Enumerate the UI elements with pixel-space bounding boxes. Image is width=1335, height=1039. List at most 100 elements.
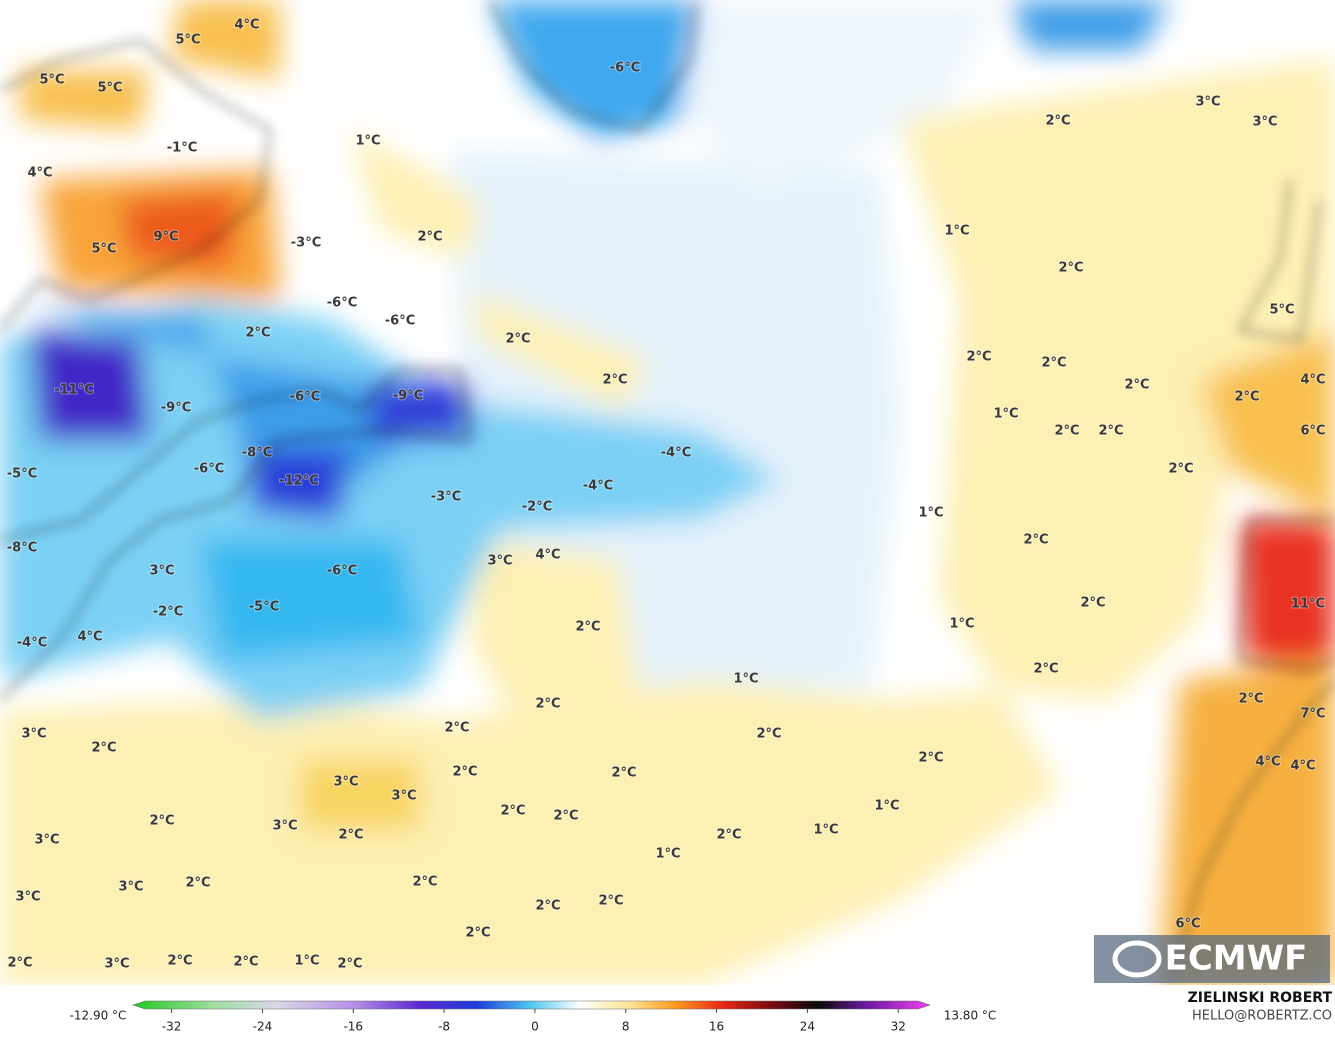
temperature-label: 5°C xyxy=(91,242,116,257)
temperature-label: -6°C xyxy=(610,61,640,76)
temperature-label: 3°C xyxy=(15,890,40,905)
temperature-label: 2°C xyxy=(716,828,741,843)
temperature-label: 2°C xyxy=(337,957,362,972)
temperature-label: 2°C xyxy=(535,899,560,914)
temperature-label: 3°C xyxy=(118,880,143,895)
temperature-label: 2°C xyxy=(1054,424,1079,439)
temperature-label: 2°C xyxy=(233,955,258,970)
credit-name: ZIELINSKI ROBERT xyxy=(1188,990,1333,1006)
temperature-label: 1°C xyxy=(993,407,1018,422)
temperature-label: 1°C xyxy=(294,954,319,969)
temperature-label: 2°C xyxy=(149,814,174,829)
temperature-label: 2°C xyxy=(7,956,32,971)
temperature-label: 4°C xyxy=(234,18,259,33)
temperature-label: 2°C xyxy=(1098,424,1123,439)
temperature-label: 1°C xyxy=(655,847,680,862)
temperature-label: -3°C xyxy=(291,236,321,251)
temperature-label: 2°C xyxy=(1124,378,1149,393)
temperature-label: 2°C xyxy=(465,926,490,941)
temperature-label: 3°C xyxy=(391,789,416,804)
logo-text: ECMWF xyxy=(1165,939,1308,979)
temperature-label: 2°C xyxy=(611,766,636,781)
temperature-label: 2°C xyxy=(185,876,210,891)
temperature-label: 2°C xyxy=(91,741,116,756)
temperature-label: 1°C xyxy=(949,617,974,632)
temperature-label: -4°C xyxy=(17,636,47,651)
temperature-label: -6°C xyxy=(385,314,415,329)
temperature-label: -6°C xyxy=(194,462,224,477)
temperature-label: 3°C xyxy=(149,564,174,579)
temperature-label: 2°C xyxy=(412,875,437,890)
temperature-label: -2°C xyxy=(153,605,183,620)
colorbar xyxy=(132,1000,931,1010)
colorbar-tick-label: -24 xyxy=(253,1020,273,1034)
temperature-label: 2°C xyxy=(602,373,627,388)
colorbar-tick-label: 8 xyxy=(622,1020,630,1034)
temperature-label: -5°C xyxy=(249,600,279,615)
temperature-label: 3°C xyxy=(21,727,46,742)
logo: ECMWF xyxy=(1094,935,1330,983)
temperature-label: 5°C xyxy=(175,33,200,48)
temperature-label: 9°C xyxy=(153,230,178,245)
temperature-label: 2°C xyxy=(535,697,560,712)
temperature-label: 4°C xyxy=(1300,373,1325,388)
colorbar-max: 13.80 °C xyxy=(944,1009,997,1023)
temperature-label: 2°C xyxy=(575,620,600,635)
temperature-label: 2°C xyxy=(598,894,623,909)
temperature-label: 6°C xyxy=(1175,917,1200,932)
temperature-label: 2°C xyxy=(1058,261,1083,276)
temperature-label: 2°C xyxy=(245,326,270,341)
temperature-label: 4°C xyxy=(1255,755,1280,770)
temperature-label: 3°C xyxy=(1252,115,1277,130)
temperature-label: 2°C xyxy=(1023,533,1048,548)
temperature-label: 2°C xyxy=(500,804,525,819)
temperature-label: 3°C xyxy=(333,775,358,790)
temperature-label: 2°C xyxy=(1045,114,1070,129)
temperature-label: 3°C xyxy=(104,957,129,972)
temperature-label: -6°C xyxy=(327,296,357,311)
colorbar-tick-label: -8 xyxy=(438,1020,450,1034)
temperature-label: -5°C xyxy=(7,467,37,482)
credit-email: HELLO@ROBERTZ.CO xyxy=(1192,1009,1332,1024)
temperature-label: -9°C xyxy=(393,389,423,404)
temperature-label: 3°C xyxy=(1195,95,1220,110)
temperature-label: 2°C xyxy=(338,828,363,843)
temperature-label: 2°C xyxy=(918,751,943,766)
temperature-label: 4°C xyxy=(77,630,102,645)
colorbar-tick-label: 0 xyxy=(531,1020,539,1034)
temperature-label: 1°C xyxy=(874,799,899,814)
colorbar-tick-label: 24 xyxy=(800,1020,815,1034)
temperature-label: 2°C xyxy=(505,332,530,347)
temperature-label: -6°C xyxy=(290,390,320,405)
temperature-label: 2°C xyxy=(1238,692,1263,707)
temperature-label: 4°C xyxy=(535,548,560,563)
temperature-label: 2°C xyxy=(1234,390,1259,405)
temperature-label: 4°C xyxy=(1290,759,1315,774)
colorbar-tick-label: 16 xyxy=(709,1020,724,1034)
temperature-label: 2°C xyxy=(1168,462,1193,477)
temperature-label: 4°C xyxy=(27,166,52,181)
temperature-label: 1°C xyxy=(355,134,380,149)
temperature-label: 5°C xyxy=(39,73,64,88)
temperature-label: -3°C xyxy=(431,490,461,505)
temperature-label: 5°C xyxy=(1269,303,1294,318)
colorbar-min: -12.90 °C xyxy=(70,1009,127,1023)
temperature-label: 3°C xyxy=(272,819,297,834)
temperature-label: -6°C xyxy=(327,564,357,579)
temperature-label: 2°C xyxy=(167,954,192,969)
temperature-label: 11°C xyxy=(1291,597,1325,612)
temperature-label: 7°C xyxy=(1300,707,1325,722)
temperature-label: 1°C xyxy=(733,672,758,687)
temperature-label: 6°C xyxy=(1300,424,1325,439)
temperature-label: 2°C xyxy=(1041,356,1066,371)
temperature-label: 2°C xyxy=(444,721,469,736)
temperature-label: 2°C xyxy=(756,727,781,742)
temperature-label: -8°C xyxy=(7,541,37,556)
temperature-label: -1°C xyxy=(167,141,197,156)
temperature-label: 3°C xyxy=(34,833,59,848)
temperature-label: -12°C xyxy=(279,474,319,489)
colorbar-tick-label: -16 xyxy=(343,1020,363,1034)
temperature-label: -2°C xyxy=(522,500,552,515)
temperature-label: 1°C xyxy=(944,224,969,239)
temperature-label: 5°C xyxy=(97,81,122,96)
